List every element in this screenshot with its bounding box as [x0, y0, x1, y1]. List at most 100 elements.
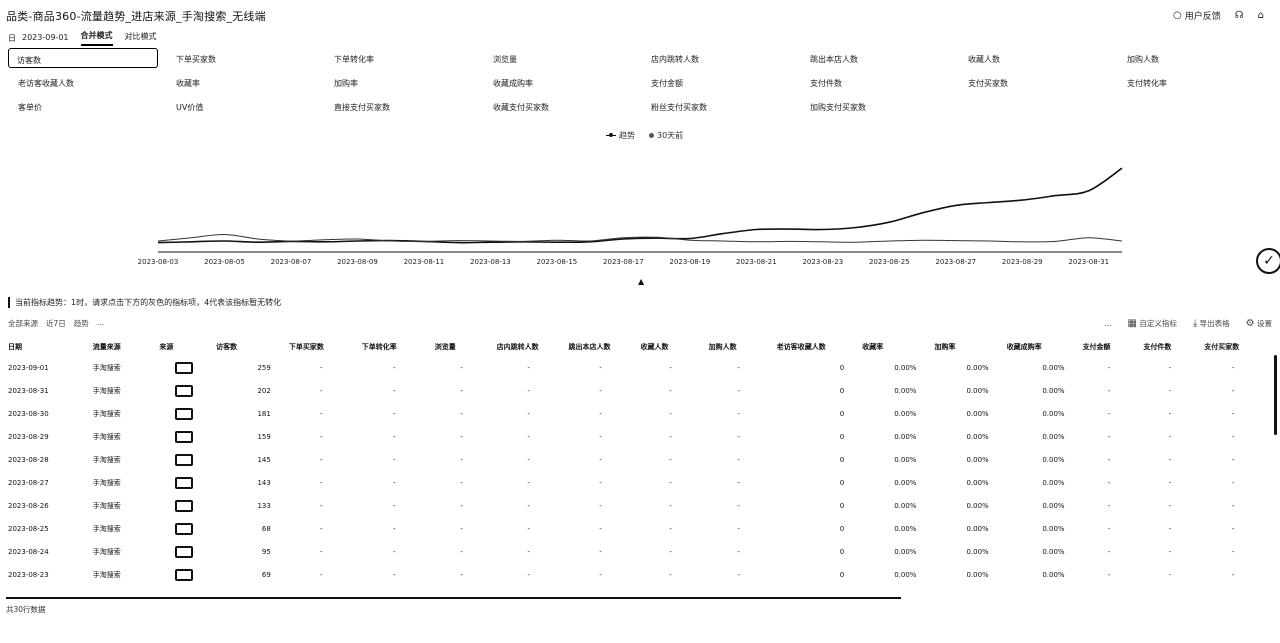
table-cell: -	[1107, 455, 1111, 464]
series-line-trend[interactable]	[157, 167, 1123, 244]
source-chip[interactable]	[174, 476, 193, 489]
table-row[interactable]: 2023-09-01 手淘搜索 259 - - - - - - - 0 0.00% 0.00% 0.00%…	[0, 356, 1262, 379]
column-header[interactable]: 日期	[8, 343, 22, 351]
source-chip[interactable]	[174, 522, 193, 535]
column-header[interactable]: 支付件数	[1143, 343, 1172, 351]
page-title: 品类-商品360-流量趋势_进店来源_手淘搜索_无线端	[6, 10, 266, 23]
table-cell: 0.00%	[966, 432, 989, 441]
more-button[interactable]: ⌂	[1258, 10, 1264, 21]
metrics-grid: 访客数 下单买家数 下单转化率 浏览量 店内跳转人数 跳出本店人数 收藏人数 加…	[8, 48, 1238, 120]
table-cell: 145	[257, 455, 271, 464]
source-chip[interactable]	[174, 407, 193, 420]
metric-item[interactable]: 支付买家数	[968, 79, 1008, 88]
export-button[interactable]: ⤓ 导出表格	[1193, 318, 1230, 329]
metric-item[interactable]: 收藏率	[176, 79, 200, 88]
export-label: 导出表格	[1199, 319, 1230, 328]
metric-item[interactable]: 直接支付买家数	[334, 103, 390, 112]
source-chip[interactable]	[174, 453, 193, 466]
source-chip[interactable]	[174, 430, 193, 443]
metric-item[interactable]: 跳出本店人数	[810, 55, 858, 64]
metric-item[interactable]: 收藏支付买家数	[493, 103, 549, 112]
column-header[interactable]: 浏览量	[434, 343, 456, 351]
column-header[interactable]: 店内跳转人数	[496, 343, 539, 351]
column-header[interactable]: 加购人数	[708, 343, 737, 351]
tab-merge-mode[interactable]: 合并模式	[80, 30, 113, 46]
table-row[interactable]: 2023-08-25 手淘搜索 68 - - - - - - - 0 0.00% 0.00% 0.00% -…	[0, 517, 1262, 540]
table-cell: 259	[257, 363, 271, 372]
source-chip[interactable]	[174, 499, 193, 512]
metric-item[interactable]: 粉丝支付买家数	[651, 103, 707, 112]
collapse-caret-icon[interactable]: ▲	[638, 277, 645, 286]
metric-item[interactable]: 客单价	[18, 103, 42, 112]
column-header[interactable]: 跳出本店人数	[568, 343, 611, 351]
headset-icon: ☊	[1234, 9, 1244, 21]
metric-item[interactable]: 支付件数	[810, 79, 842, 88]
table-cell: 0.00%	[894, 409, 917, 418]
metric-item[interactable]: 浏览量	[493, 55, 517, 64]
column-header[interactable]: 来源	[159, 343, 174, 351]
legend-item-trend[interactable]: 趋势	[606, 130, 635, 141]
metric-item[interactable]: UV价值	[176, 103, 204, 112]
vertical-scrollbar[interactable]	[1274, 355, 1277, 435]
metric-item[interactable]: 加购率	[334, 79, 358, 88]
table-row[interactable]: 2023-08-24 手淘搜索 95 - - - - - - - 0 0.00% 0.00% 0.00% -…	[0, 540, 1262, 563]
table-row[interactable]: 2023-08-29 手淘搜索 159 - - - - - - - 0 0.00% 0.00% 0.00%…	[0, 425, 1262, 448]
column-header[interactable]: 下单转化率	[361, 343, 397, 351]
feedback-button[interactable]: ○ 用户反馈	[1173, 9, 1221, 22]
column-header[interactable]: 访客数	[216, 343, 238, 351]
table-toolbar: 全部来源 近7日 趋势 … … ▦ 自定义指标 ⤓ 导出表格 ⚙ 设置	[8, 318, 1272, 332]
table-cell: -	[460, 547, 463, 556]
column-header[interactable]: 加购率	[934, 343, 956, 351]
support-button[interactable]: ☊	[1234, 9, 1244, 21]
table-cell: 手淘搜索	[92, 432, 121, 441]
filter-source[interactable]: 全部来源	[8, 319, 38, 328]
filter-more[interactable]: …	[96, 318, 105, 327]
metric-item[interactable]: 加购人数	[1127, 55, 1159, 64]
metric-item[interactable]: 支付转化率	[1127, 79, 1167, 88]
filter-period[interactable]: 近7日	[46, 319, 66, 328]
column-header[interactable]: 支付买家数	[1204, 343, 1240, 351]
metric-item[interactable]: 店内跳转人数	[651, 55, 699, 64]
column-header[interactable]: 支付金额	[1082, 343, 1111, 351]
horizontal-scrollbar[interactable]	[6, 597, 901, 599]
metric-item[interactable]: 老访客收藏人数	[18, 79, 74, 88]
table-cell: 手淘搜索	[92, 547, 121, 556]
column-header[interactable]: 收藏率	[862, 343, 884, 351]
source-chip[interactable]	[174, 361, 193, 374]
metric-item[interactable]: 收藏人数	[968, 55, 1000, 64]
table-cell: 手淘搜索	[92, 478, 121, 487]
date-picker[interactable]: 日 2023-09-01	[8, 33, 69, 44]
table-row[interactable]: 2023-08-23 手淘搜索 69 - - - - - - - 0 0.00% 0.00% 0.00% -…	[0, 563, 1262, 586]
column-header[interactable]: 老访客收藏人数	[776, 343, 826, 351]
table-row[interactable]: 2023-08-28 手淘搜索 145 - - - - - - - 0 0.00% 0.00% 0.00%…	[0, 448, 1262, 471]
table-cell: -	[599, 455, 602, 464]
table-cell: -	[460, 455, 463, 464]
legend-item-30days[interactable]: 30天前	[649, 130, 683, 141]
table-cell: -	[527, 386, 530, 395]
filter-trend[interactable]: 趋势	[73, 319, 89, 328]
source-chip[interactable]	[174, 568, 193, 581]
source-chip[interactable]	[174, 384, 193, 397]
table-row[interactable]: 2023-08-27 手淘搜索 143 - - - - - - - 0 0.00% 0.00% 0.00%…	[0, 471, 1262, 494]
column-header[interactable]: 下单买家数	[288, 343, 324, 351]
column-header[interactable]: 收藏人数	[640, 343, 669, 351]
series-line-30days[interactable]	[157, 233, 1123, 243]
table-cell: 0.00%	[894, 455, 917, 464]
custom-metrics-button[interactable]: ▦ 自定义指标	[1127, 318, 1176, 329]
metric-item[interactable]: 收藏成购率	[493, 79, 533, 88]
table-row[interactable]: 2023-08-31 手淘搜索 202 - - - - - - - 0 0.00% 0.00% 0.00%…	[0, 379, 1262, 402]
source-chip[interactable]	[174, 545, 193, 558]
metric-item[interactable]: 加购支付买家数	[810, 103, 866, 112]
assistant-logo-icon[interactable]: ✓	[1256, 248, 1280, 274]
metric-item[interactable]: 支付金额	[651, 79, 683, 88]
column-header[interactable]: 收藏成购率	[1006, 343, 1042, 351]
metric-visitors[interactable]: 访客数	[8, 48, 158, 68]
table-row[interactable]: 2023-08-30 手淘搜索 181 - - - - - - - 0 0.00% 0.00% 0.00%…	[0, 402, 1262, 425]
settings-button[interactable]: ⚙ 设置	[1246, 318, 1272, 329]
metric-item[interactable]: 下单买家数	[176, 55, 216, 64]
table-row[interactable]: 2023-08-26 手淘搜索 133 - - - - - - - 0 0.00% 0.00% 0.00%…	[0, 494, 1262, 517]
metric-item[interactable]: 下单转化率	[334, 55, 374, 64]
column-header[interactable]: 流量来源	[92, 343, 121, 351]
legend-dot-swatch	[649, 133, 654, 138]
tab-compare-mode[interactable]: 对比模式	[124, 32, 157, 41]
